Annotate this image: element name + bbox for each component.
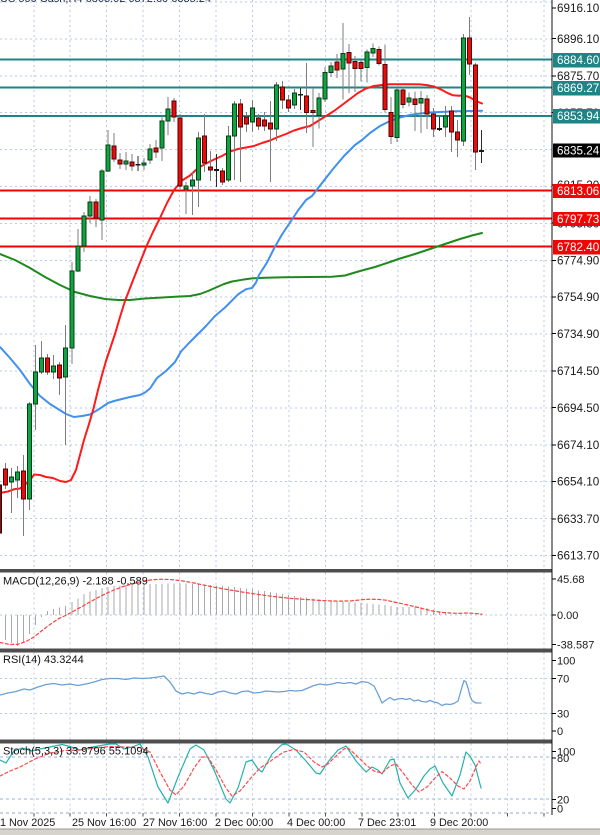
svg-text:-38.587: -38.587 [557, 640, 594, 652]
svg-text:70: 70 [557, 674, 569, 686]
svg-text:20: 20 [557, 795, 569, 807]
svg-text:6884.60: 6884.60 [557, 54, 600, 67]
svg-text:6797.73: 6797.73 [557, 213, 599, 226]
svg-text:100: 100 [557, 746, 575, 758]
svg-text:MACD(12,26,9) -2.188 -0.589: MACD(12,26,9) -2.188 -0.589 [3, 576, 148, 588]
svg-text:6694.50: 6694.50 [557, 402, 600, 415]
svg-text:6633.70: 6633.70 [557, 513, 600, 526]
svg-text:7 Dec 23:01: 7 Dec 23:01 [358, 817, 416, 829]
svg-text:6754.90: 6754.90 [557, 291, 600, 304]
svg-text:RSI(14) 43.3244: RSI(14) 43.3244 [3, 654, 84, 666]
svg-text:6613.70: 6613.70 [557, 550, 600, 563]
svg-text:6869.27: 6869.27 [557, 82, 599, 95]
svg-text:2 Dec 00:00: 2 Dec 00:00 [215, 817, 273, 829]
svg-text:Stoch(5,3,3) 33.9796 55.1094: Stoch(5,3,3) 33.9796 55.1094 [3, 746, 149, 758]
svg-text:6875.70: 6875.70 [557, 70, 600, 83]
svg-text:6654.10: 6654.10 [557, 476, 600, 489]
svg-text:80: 80 [557, 753, 569, 765]
svg-text:0: 0 [557, 804, 563, 816]
svg-text:30: 30 [557, 708, 569, 720]
svg-text:25 Nov 16:00: 25 Nov 16:00 [72, 817, 136, 829]
svg-text:6674.10: 6674.10 [557, 439, 600, 452]
svg-text:27 Nov 16:00: 27 Nov 16:00 [143, 817, 207, 829]
svg-text:6813.06: 6813.06 [557, 185, 599, 198]
svg-text:0: 0 [557, 726, 563, 738]
svg-text:21 Nov 2025: 21 Nov 2025 [0, 817, 55, 829]
svg-text:6896.10: 6896.10 [557, 33, 600, 46]
svg-text:0.00: 0.00 [557, 610, 578, 622]
svg-text:6853.94: 6853.94 [557, 110, 600, 123]
svg-text:6774.90: 6774.90 [557, 255, 600, 268]
svg-text:9 Dec 20:00: 9 Dec 20:00 [430, 817, 488, 829]
svg-text:45.68: 45.68 [557, 574, 585, 586]
svg-text:4 Dec 00:00: 4 Dec 00:00 [287, 817, 345, 829]
svg-text:6916.10: 6916.10 [557, 2, 600, 15]
svg-text:100: 100 [557, 656, 575, 668]
svg-text:US 500 Cash,H4 6868.02 6872.60: US 500 Cash,H4 6868.02 6872.60 6835.24 [0, 0, 211, 5]
svg-text:6782.40: 6782.40 [557, 241, 600, 254]
svg-text:6714.50: 6714.50 [557, 365, 600, 378]
svg-text:6835.24: 6835.24 [557, 144, 600, 157]
svg-text:6734.90: 6734.90 [557, 328, 600, 341]
